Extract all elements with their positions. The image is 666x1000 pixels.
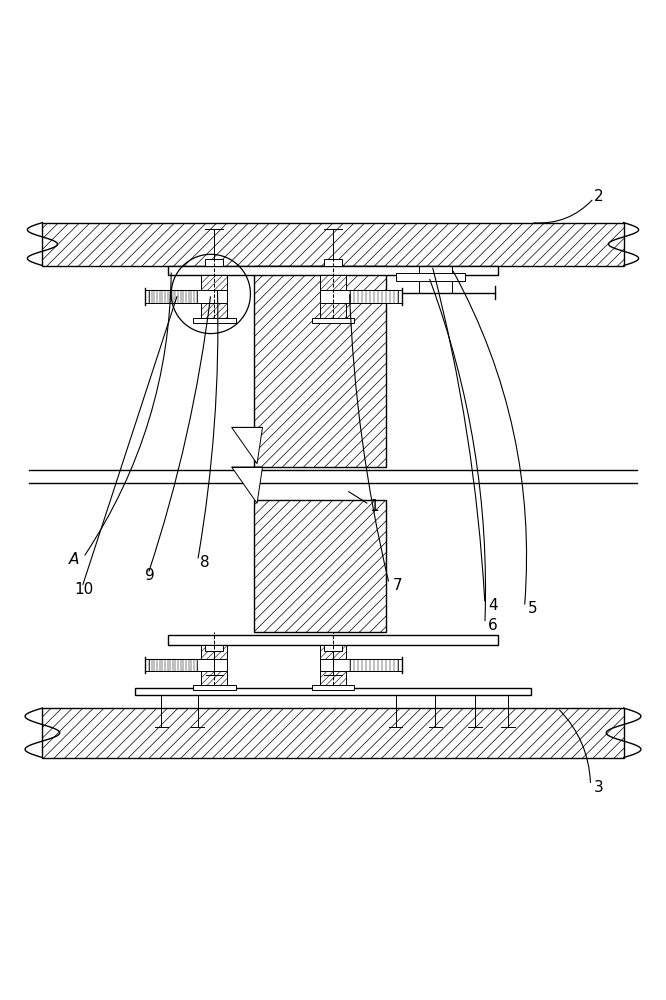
- Bar: [43, 708, 623, 758]
- Bar: [205, 259, 223, 266]
- FancyArrowPatch shape: [350, 295, 388, 581]
- Bar: [135, 688, 531, 695]
- Text: A: A: [69, 552, 79, 567]
- Text: 7: 7: [392, 578, 402, 593]
- Bar: [320, 645, 346, 685]
- Bar: [254, 266, 386, 467]
- Bar: [320, 290, 402, 303]
- FancyArrowPatch shape: [85, 273, 171, 555]
- Polygon shape: [232, 427, 262, 464]
- FancyArrowPatch shape: [534, 200, 592, 223]
- Bar: [320, 659, 402, 671]
- Bar: [324, 645, 342, 651]
- Bar: [149, 659, 196, 671]
- Text: 4: 4: [488, 598, 498, 613]
- Text: 8: 8: [200, 555, 209, 570]
- Text: 6: 6: [488, 618, 498, 633]
- FancyArrowPatch shape: [430, 279, 486, 621]
- FancyArrowPatch shape: [149, 297, 210, 571]
- Bar: [168, 266, 498, 275]
- Bar: [192, 685, 236, 690]
- Bar: [201, 275, 227, 318]
- Text: 5: 5: [528, 601, 537, 616]
- Bar: [350, 659, 398, 671]
- Bar: [192, 318, 236, 323]
- Bar: [149, 290, 196, 303]
- Bar: [350, 290, 398, 303]
- Bar: [324, 259, 342, 266]
- Bar: [205, 645, 223, 651]
- Bar: [312, 318, 354, 323]
- Text: 1: 1: [370, 499, 379, 514]
- FancyArrowPatch shape: [348, 492, 367, 503]
- Bar: [254, 500, 386, 632]
- Bar: [145, 659, 227, 671]
- Bar: [168, 635, 498, 645]
- FancyArrowPatch shape: [559, 710, 591, 783]
- Bar: [145, 290, 227, 303]
- Text: 2: 2: [594, 189, 603, 204]
- Bar: [320, 275, 346, 318]
- FancyArrowPatch shape: [454, 271, 527, 604]
- Text: 9: 9: [145, 568, 155, 583]
- FancyArrowPatch shape: [198, 291, 218, 558]
- Bar: [201, 645, 227, 685]
- Bar: [43, 223, 623, 266]
- Text: 10: 10: [74, 582, 93, 597]
- Bar: [396, 273, 465, 281]
- Bar: [312, 685, 354, 690]
- FancyArrowPatch shape: [83, 297, 177, 585]
- Text: 3: 3: [594, 780, 603, 795]
- Polygon shape: [232, 467, 262, 503]
- FancyArrowPatch shape: [433, 268, 485, 601]
